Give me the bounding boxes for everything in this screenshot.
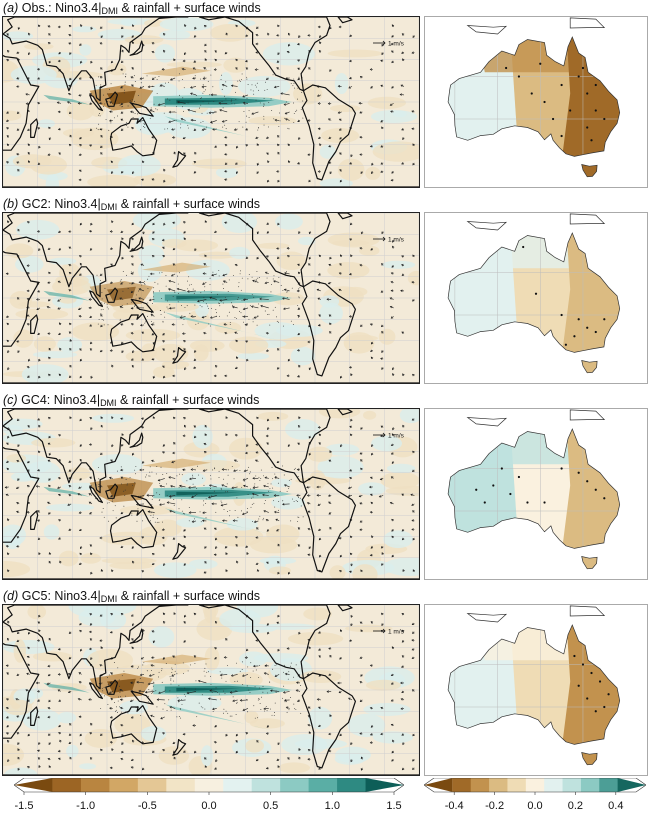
colorbar-tick-label: 0.0 bbox=[527, 800, 543, 812]
colorbar-tick-label: -0.5 bbox=[137, 800, 157, 812]
panel-title: (c) GC4: Nino3.4|DMI & rainfall + surfac… bbox=[3, 393, 260, 408]
panel-a: (a) Obs.: Nino3.4|DMI & rainfall + surfa… bbox=[0, 0, 650, 196]
global-colorbar: -1.5 -1.0 -0.5 0.0 0.5 1.0 1.5 bbox=[13, 777, 405, 822]
global-colorbar-ramp bbox=[13, 777, 405, 795]
australia-rainfall-map bbox=[424, 16, 648, 188]
svg-text:1 m/s: 1 m/s bbox=[388, 433, 405, 440]
panel-title: (d) GC5: Nino3.4|DMI & rainfall + surfac… bbox=[3, 589, 261, 604]
global-regression-map: 1 m/s bbox=[2, 16, 420, 188]
panel-title: (a) Obs.: Nino3.4|DMI & rainfall + surfa… bbox=[3, 1, 261, 16]
colorbar-tick-label: 1.5 bbox=[386, 800, 402, 812]
global-regression-map: 1 m/s bbox=[2, 604, 420, 776]
svg-text:1 m/s: 1 m/s bbox=[388, 41, 405, 48]
svg-text:1 m/s: 1 m/s bbox=[388, 629, 405, 636]
svg-text:1 m/s: 1 m/s bbox=[388, 237, 405, 244]
colorbar-tick-label: -1.0 bbox=[76, 800, 96, 812]
australia-rainfall-map bbox=[424, 604, 648, 776]
australia-colorbar-ramp bbox=[423, 777, 647, 795]
global-regression-map: 1 m/s bbox=[2, 212, 420, 384]
panel-d: (d) GC5: Nino3.4|DMI & rainfall + surfac… bbox=[0, 588, 650, 784]
colorbar-tick-label: 0.0 bbox=[201, 800, 217, 812]
colorbar-tick-label: 0.2 bbox=[567, 800, 584, 812]
australia-colorbar: -0.4 -0.2 0.0 0.2 0.4 bbox=[423, 777, 647, 822]
colorbar-tick-label: -1.5 bbox=[14, 800, 34, 812]
colorbar-tick-label: 1.0 bbox=[324, 800, 340, 812]
australia-rainfall-map bbox=[424, 408, 648, 580]
colorbar-tick-label: 0.4 bbox=[608, 800, 624, 812]
panel-c: (c) GC4: Nino3.4|DMI & rainfall + surfac… bbox=[0, 392, 650, 588]
colorbar-tick-label: -0.4 bbox=[444, 800, 464, 812]
colorbar-tick-label: 0.5 bbox=[263, 800, 279, 812]
colorbar-tick-label: -0.2 bbox=[485, 800, 505, 812]
panel-title: (b) GC2: Nino3.4|DMI & rainfall + surfac… bbox=[3, 197, 261, 212]
panel-b: (b) GC2: Nino3.4|DMI & rainfall + surfac… bbox=[0, 196, 650, 392]
global-regression-map: 1 m/s bbox=[2, 408, 420, 580]
australia-rainfall-map bbox=[424, 212, 648, 384]
